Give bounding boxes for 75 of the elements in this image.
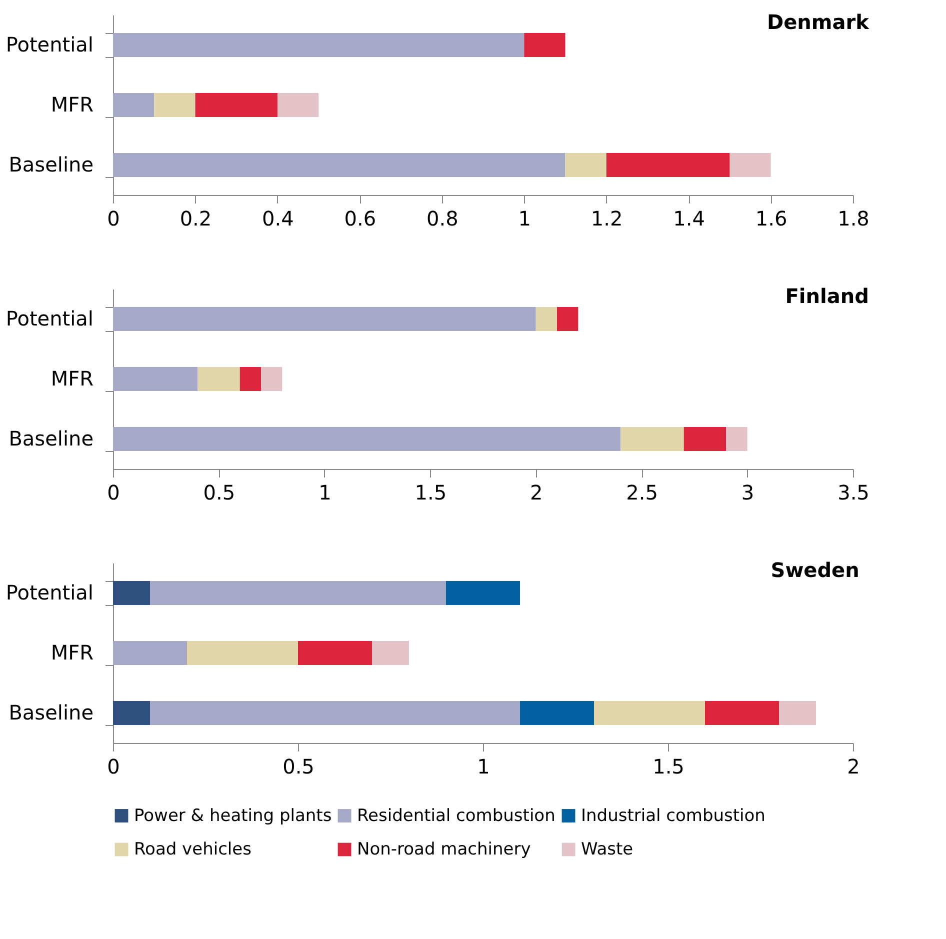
bar	[606, 153, 730, 177]
x-tick-label: 0	[107, 206, 120, 230]
x-tick-label: 1.4	[673, 206, 705, 230]
bar	[240, 367, 261, 391]
y-tick-label: Baseline	[8, 152, 94, 176]
chart-title: Denmark	[766, 10, 870, 34]
bar	[446, 581, 520, 605]
x-tick-label: 0.5	[282, 754, 314, 778]
x-tick-label: 1	[518, 206, 531, 230]
bar	[620, 427, 684, 451]
bar	[113, 641, 187, 665]
bar	[565, 153, 606, 177]
x-tick-label: 1	[477, 754, 490, 778]
bar	[113, 701, 150, 725]
bar	[520, 701, 594, 725]
x-tick-label: 0.8	[426, 206, 458, 230]
bar	[730, 153, 771, 177]
legend-label: Power & heating plants	[134, 806, 332, 826]
legend-label: Road vehicles	[134, 840, 252, 860]
x-tick-label: 3.5	[838, 480, 870, 504]
bar	[198, 367, 240, 391]
bar	[150, 701, 520, 725]
x-tick-label: 0.6	[344, 206, 376, 230]
bar	[557, 307, 578, 331]
bar	[298, 641, 372, 665]
bar	[113, 153, 566, 177]
bar	[150, 581, 446, 605]
bar	[113, 307, 536, 331]
x-tick-label: 0	[107, 754, 120, 778]
x-tick-label: 1.8	[838, 206, 870, 230]
bar	[594, 701, 705, 725]
chart-title: Sweden	[770, 558, 860, 582]
legend-label: Waste	[581, 840, 634, 860]
bar	[113, 33, 524, 57]
y-tick-label: MFR	[50, 640, 94, 664]
bar	[195, 93, 278, 117]
bar	[261, 367, 282, 391]
y-tick-label: Baseline	[8, 700, 94, 724]
x-tick-label: 0.4	[262, 206, 294, 230]
y-tick-label: MFR	[50, 92, 94, 116]
y-tick-label: Potential	[6, 580, 94, 604]
x-tick-label: 2.5	[626, 480, 658, 504]
bar	[113, 581, 150, 605]
y-tick-label: Baseline	[8, 426, 94, 450]
chart-title: Finland	[785, 284, 869, 308]
bar	[372, 641, 409, 665]
bar	[705, 701, 779, 725]
x-tick-label: 0.5	[203, 480, 236, 504]
x-tick-label: 1.5	[414, 480, 447, 504]
y-tick-label: Potential	[6, 306, 94, 330]
x-tick-label: 1.2	[590, 206, 623, 230]
bar	[113, 93, 154, 117]
x-tick-label: 2	[530, 480, 543, 504]
x-tick-label: 1.6	[755, 206, 788, 230]
bar	[524, 33, 566, 57]
bar	[113, 427, 620, 451]
x-tick-label: 0	[107, 480, 120, 504]
x-tick-label: 2	[847, 754, 860, 778]
bar	[536, 307, 557, 331]
y-tick-label: MFR	[50, 366, 94, 390]
x-tick-label: 1	[318, 480, 332, 504]
bar	[154, 93, 196, 117]
y-tick-label: Potential	[6, 32, 94, 56]
x-tick-label: 0.2	[180, 206, 212, 230]
bar	[277, 93, 319, 117]
bar	[187, 641, 298, 665]
legend-label: Residential combustion	[357, 806, 556, 826]
x-tick-label: 1.5	[652, 754, 684, 778]
bar	[684, 427, 726, 451]
legend-label: Industrial combustion	[581, 806, 766, 826]
x-tick-label: 3	[741, 480, 754, 504]
bar	[113, 367, 198, 391]
bar	[726, 427, 748, 451]
legend-label: Non-road machinery	[357, 840, 531, 860]
bar	[779, 701, 816, 725]
